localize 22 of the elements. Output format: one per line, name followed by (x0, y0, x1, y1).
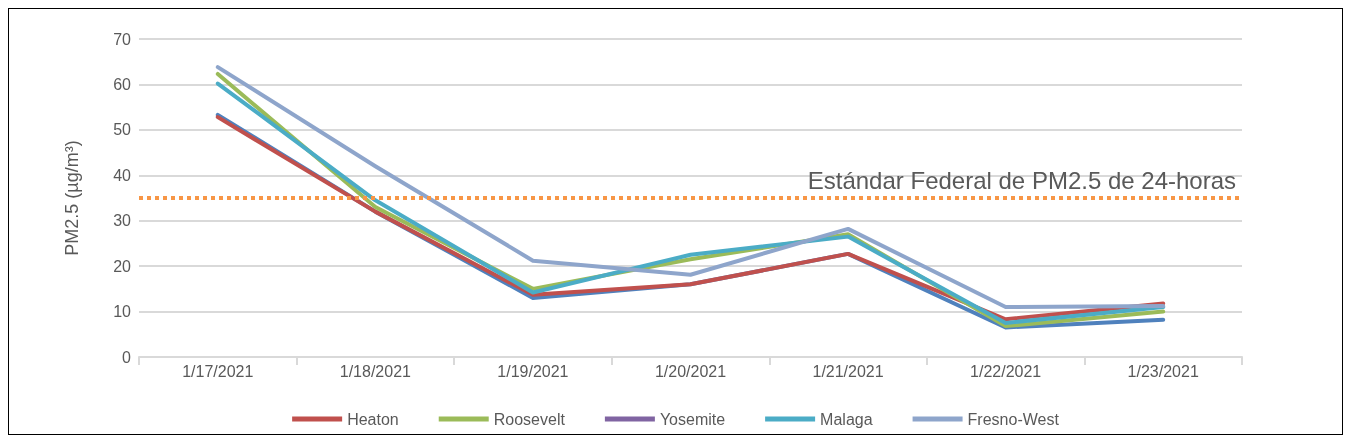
x-tick-label: 1/18/2021 (339, 362, 412, 380)
legend-label: Fresno-West (967, 410, 1060, 428)
legend-label: Yosemite (659, 410, 726, 428)
y-tick-label: 0 (122, 348, 132, 366)
y-tick-label: 20 (113, 257, 132, 275)
y-axis-title: PM2.5 (µg/m³) (62, 140, 82, 256)
x-tick-label: 1/19/2021 (497, 362, 569, 380)
x-tick-label: 1/17/2021 (182, 362, 254, 380)
y-tick-label: 10 (113, 303, 132, 321)
x-tick-label: 1/22/2021 (970, 362, 1042, 380)
y-tick-label: 60 (113, 75, 132, 93)
y-tick-label: 70 (113, 30, 132, 48)
y-tick-label: 30 (113, 212, 132, 230)
legend-label: Roosevelt (493, 410, 566, 428)
y-tick-label: 40 (113, 166, 132, 184)
legend-label: Malaga (820, 410, 873, 428)
ref-line-label: Estándar Federal de PM2.5 de 24-horas (807, 166, 1236, 194)
x-tick-label: 1/23/2021 (1127, 362, 1199, 380)
x-tick-label: 1/21/2021 (812, 362, 884, 380)
x-tick-label: 1/20/2021 (654, 362, 727, 380)
y-tick-label: 50 (113, 121, 132, 139)
legend-label: Heaton (347, 410, 399, 428)
